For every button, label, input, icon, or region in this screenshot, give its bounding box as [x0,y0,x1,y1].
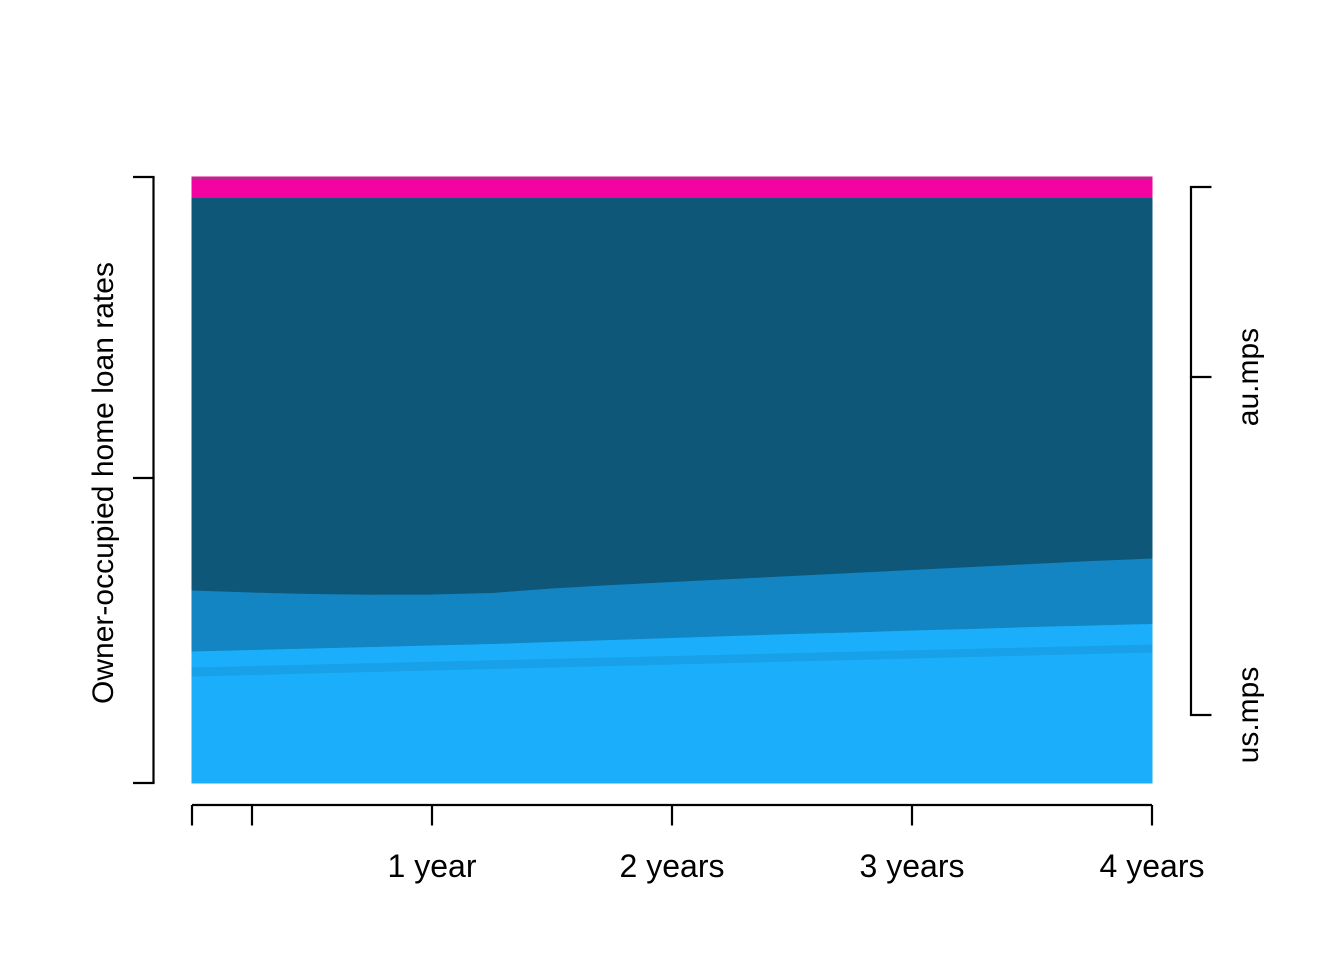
area-magenta-band [191,176,1153,200]
x-tick-label-4-years: 4 years [1099,848,1205,884]
x-tick-label-2-years: 2 years [619,848,725,884]
y-axis-title: Owner-occupied home loan rates [87,262,120,704]
x-tick-label-3-years: 3 years [859,848,965,884]
right-axis-label-au-mps: au.mps [1232,327,1265,427]
right-axis-label-us-mps: us.mps [1232,666,1265,764]
area-light-blue-lower-band [191,652,1153,784]
x-tick-label-1-year: 1 year [387,848,477,884]
area-dark-teal-band [191,198,1153,596]
